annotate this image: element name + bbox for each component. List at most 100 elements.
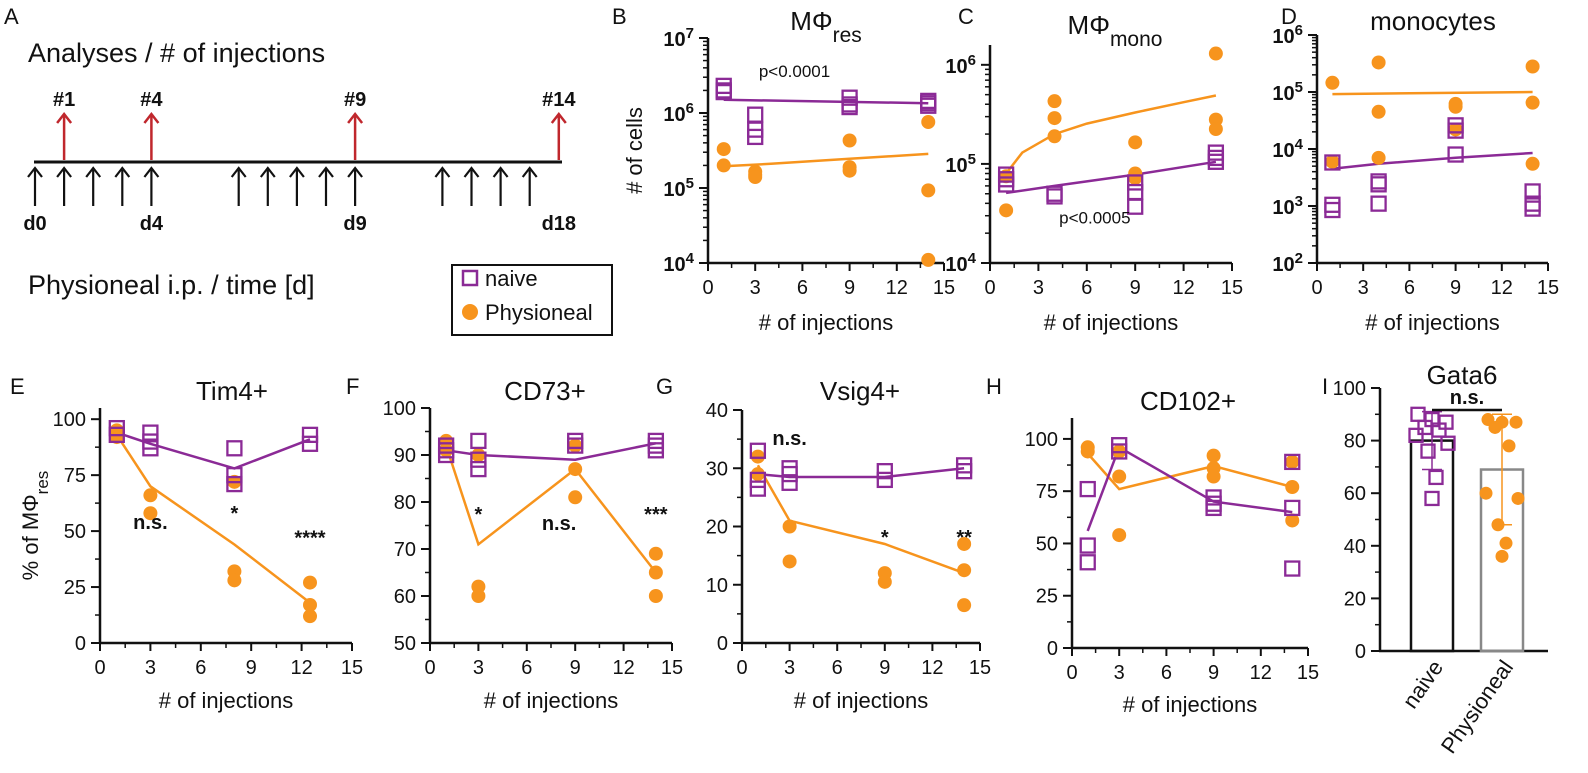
panel-b-naive-point-8 bbox=[841, 98, 858, 116]
panel-f-physioneal-point-5 bbox=[568, 438, 583, 453]
panel-e-xtick-label-0: 0 bbox=[94, 657, 105, 679]
panel-g-naive-point-8 bbox=[955, 457, 973, 474]
panel-c-xtick-label-1: 3 bbox=[1033, 277, 1044, 299]
panel-g-physioneal-point-5 bbox=[877, 574, 892, 589]
panel-b-ytick-label-3: 107 bbox=[663, 25, 694, 52]
panel-d-title: monocytes bbox=[1370, 6, 1496, 36]
panel-h-title: CD102+ bbox=[1140, 386, 1236, 416]
panel-c-physioneal-point-2 bbox=[1047, 94, 1062, 109]
panel-C-mphi-mono: C MΦmono 0 3 6 9 12 15 104 105 106 # of injections p… bbox=[945, 4, 1243, 335]
panel-f-physioneal-point-2 bbox=[471, 448, 486, 462]
panel-e-ytick-label-4: 100 bbox=[53, 409, 86, 431]
panel-b-xtick-label-1: 3 bbox=[750, 277, 761, 299]
panel-e-annotation-2: **** bbox=[294, 528, 325, 550]
panel-f-annotation-0: * bbox=[475, 504, 483, 526]
injection-arrow-2 bbox=[85, 166, 102, 206]
injection-arrow-8 bbox=[318, 166, 334, 206]
panel-b-xtick-label-3: 9 bbox=[844, 277, 855, 299]
panel-g-xtick-label-0: 0 bbox=[736, 657, 747, 679]
panel-g-naive-point-7 bbox=[876, 471, 893, 489]
injection-arrow-4 bbox=[143, 166, 160, 206]
panel-d-naive-point-2 bbox=[1324, 201, 1341, 219]
panel-h-naive-point-0 bbox=[1079, 480, 1096, 498]
injection-arrow-5-head bbox=[230, 166, 247, 178]
panel-i-ytick-label-0: 0 bbox=[1355, 641, 1366, 663]
panel-G-vsig4: G Vsig4+ 0 3 6 9 12 15 0 10 20 30 40 # of injections n… bbox=[656, 374, 991, 713]
injection-arrows bbox=[27, 166, 538, 206]
panel-e-naive-point-7 bbox=[226, 475, 243, 493]
panel-d-physioneal-point-4 bbox=[1371, 150, 1386, 165]
panel-b-naive-point-2 bbox=[715, 83, 732, 101]
panel-e-letter: E bbox=[10, 374, 25, 399]
panel-g-naive-line bbox=[757, 467, 965, 479]
injection-arrow-9-head bbox=[347, 166, 363, 178]
panel-f-physioneal-point-7 bbox=[568, 490, 583, 505]
panel-f-xtick-label-4: 12 bbox=[612, 657, 634, 679]
panel-F-cd73: F CD73+ 0 3 6 9 12 15 50 60 70 80 90 100 # of injectio… bbox=[346, 374, 683, 713]
panel-e-physioneal-point-9 bbox=[303, 609, 317, 624]
panel-c-physioneal-point-8 bbox=[1208, 46, 1223, 61]
injection-arrow-9 bbox=[347, 166, 363, 206]
panel-h-physioneal-point-5 bbox=[1206, 448, 1221, 463]
panel-i-ytick-label-1: 20 bbox=[1344, 588, 1366, 610]
panel-f-ytick-label-2: 70 bbox=[394, 539, 416, 561]
panel-i-sig-label: n.s. bbox=[1450, 387, 1484, 409]
panel-e-naive-point-9 bbox=[301, 435, 319, 452]
panel-b-xtick-label-5: 15 bbox=[933, 277, 955, 299]
panel-f-ytick-label-0: 50 bbox=[394, 633, 416, 655]
panel-c-physioneal-point-3 bbox=[1047, 111, 1062, 126]
injection-arrow-0-head bbox=[27, 166, 43, 178]
panel-f-naive-point-7 bbox=[567, 437, 584, 454]
panel-i-naive-point-6 bbox=[1440, 435, 1456, 451]
panel-h-naive-point-9 bbox=[1284, 499, 1301, 517]
panel-f-xtick-label-0: 0 bbox=[424, 657, 435, 679]
panel-g-physioneal-point-7 bbox=[957, 563, 972, 578]
panel-d-naive-point-5 bbox=[1370, 195, 1387, 212]
legend-box bbox=[451, 264, 613, 336]
injection-arrow-1 bbox=[56, 166, 72, 206]
panel-e-naive-point-8 bbox=[301, 426, 319, 444]
panel-g-xlabel: # of injections bbox=[794, 688, 929, 713]
panel-c-physioneal-point-7 bbox=[1128, 171, 1143, 186]
panel-e-ytick-label-2: 50 bbox=[64, 521, 86, 543]
panel-e-naive-point-6 bbox=[226, 466, 243, 484]
panel-e-xtick-label-5: 15 bbox=[341, 657, 363, 679]
panel-e-physioneal-point-2 bbox=[143, 488, 158, 503]
panel-c-title: MΦmono bbox=[1068, 10, 1163, 51]
panel-f-naive-point-9 bbox=[647, 437, 665, 454]
panel-g-naive-point-1 bbox=[749, 471, 767, 489]
injection-arrow-6-head bbox=[259, 166, 276, 178]
analysis-label-1: #4 bbox=[140, 89, 163, 111]
panel-g-xtick-label-4: 12 bbox=[921, 657, 943, 679]
injection-arrow-3-head bbox=[114, 166, 131, 178]
legend-physioneal-marker bbox=[462, 304, 478, 320]
panel-d-naive-point-8 bbox=[1447, 146, 1464, 163]
panel-e-naive-point-2 bbox=[142, 424, 159, 441]
panel-f-naive-point-10 bbox=[647, 442, 665, 459]
analysis-arrow-1-head bbox=[143, 111, 160, 124]
panel-e-xlabel: # of injections bbox=[159, 688, 294, 713]
panel-b-xtick-label-2: 6 bbox=[797, 277, 808, 299]
panel-e-physioneal-point-3 bbox=[143, 506, 158, 521]
day-label-0: d0 bbox=[23, 213, 46, 235]
panel-h-physioneal-line bbox=[1086, 452, 1293, 491]
panel-f-physioneal-line bbox=[444, 445, 657, 574]
panel-c-ytick-label-2: 106 bbox=[945, 51, 976, 78]
panel-e-xtick-label-4: 12 bbox=[290, 657, 312, 679]
panel-c-physioneal-line bbox=[1005, 94, 1217, 175]
panel-h-naive-point-1 bbox=[1079, 537, 1096, 554]
panel-f-xtick-label-5: 15 bbox=[661, 657, 683, 679]
panel-c-naive-point-4 bbox=[1046, 188, 1063, 205]
legend: naive Physioneal bbox=[451, 264, 613, 336]
panel-e-physioneal-point-6 bbox=[227, 573, 242, 588]
panel-b-xtick-label-0: 0 bbox=[702, 277, 713, 299]
panel-B-mphi-res: B MΦres 0 3 6 9 12 15 104 105 106 107 # of injection… bbox=[612, 4, 955, 335]
injection-arrow-6 bbox=[259, 166, 276, 206]
panel-h-xtick-label-0: 0 bbox=[1066, 662, 1077, 684]
injection-arrow-10-head bbox=[434, 166, 451, 178]
panel-c-xtick-label-0: 0 bbox=[984, 277, 995, 299]
panel-d-naive-line bbox=[1332, 151, 1533, 171]
panel-h-physioneal-point-3 bbox=[1112, 469, 1127, 484]
